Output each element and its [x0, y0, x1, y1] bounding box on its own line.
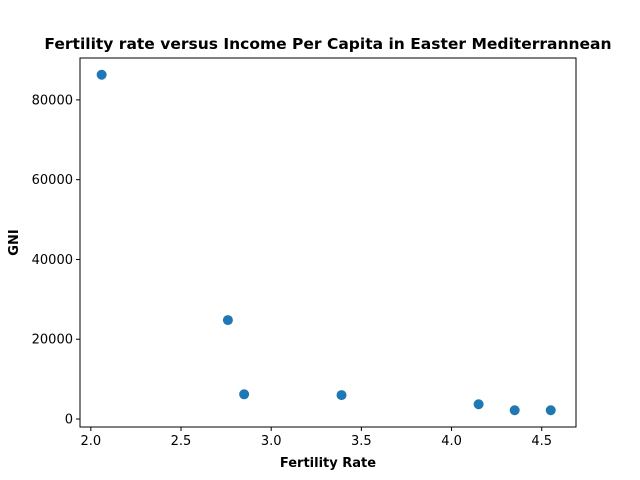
data-point	[545, 405, 556, 416]
data-point	[96, 69, 107, 80]
plot-area-frame	[79, 57, 577, 428]
y-tick-label: 60000	[32, 173, 73, 188]
scatter-points	[96, 69, 556, 416]
data-point	[239, 389, 250, 400]
y-axis-label: GNI	[7, 229, 22, 255]
x-tick-label: 3.0	[261, 434, 282, 449]
data-point	[336, 390, 347, 401]
y-tick-label: 80000	[32, 93, 73, 108]
x-tick-label: 2.0	[80, 434, 101, 449]
y-tick-label: 0	[65, 413, 73, 428]
data-point	[509, 405, 520, 416]
chart-title: Fertility rate versus Income Per Capita …	[44, 35, 611, 53]
y-tick-label: 20000	[32, 333, 73, 348]
x-tick-label: 3.5	[351, 434, 372, 449]
x-axis-ticks: 2.0 2.5 3.0 3.5 4.0 4.5	[80, 427, 552, 449]
data-point	[473, 399, 484, 410]
x-tick-label: 2.5	[171, 434, 192, 449]
y-axis-ticks: 0 20000 40000 60000 80000	[32, 93, 80, 428]
y-tick-label: 40000	[32, 253, 73, 268]
x-axis-label: Fertility Rate	[280, 456, 376, 471]
x-tick-label: 4.0	[441, 434, 462, 449]
data-point	[222, 315, 233, 326]
x-tick-label: 4.5	[531, 434, 552, 449]
